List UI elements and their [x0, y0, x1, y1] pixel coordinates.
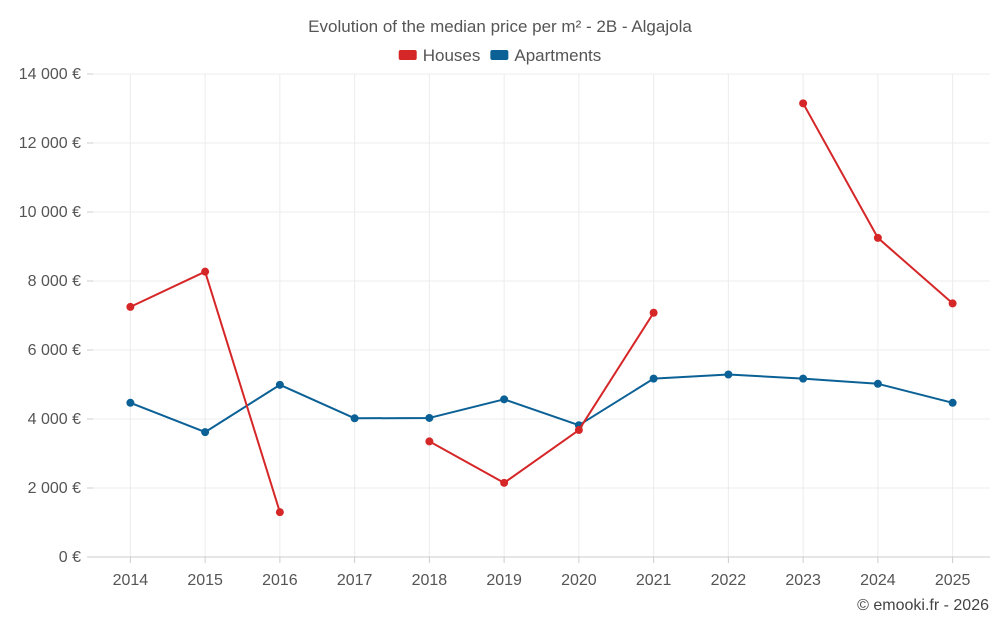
- y-tick-label: 4 000 €: [28, 411, 81, 428]
- legend-item-apartments[interactable]: Apartments: [490, 46, 601, 65]
- data-point-apartments: [724, 370, 733, 379]
- y-gridlines: [93, 73, 990, 489]
- data-point-houses: [126, 302, 135, 311]
- y-tick-label: 12 000 €: [19, 135, 81, 152]
- legend: Houses Apartments: [398, 46, 601, 65]
- y-tick-label: 8 000 €: [28, 273, 81, 290]
- data-point-houses: [649, 308, 658, 317]
- data-point-apartments: [873, 379, 882, 388]
- x-tick-label: 2020: [561, 572, 597, 589]
- data-point-apartments: [799, 374, 808, 383]
- y-axis-ticks: 0 € 2 000 € 4 000 € 6 000 € 8 000 € 10 000 € 1…: [19, 66, 93, 566]
- chart-title: Evolution of the median price per m² - 2…: [308, 17, 692, 36]
- x-tick-label: 2015: [187, 572, 223, 589]
- data-point-apartments: [275, 380, 284, 389]
- data-point-apartments: [500, 395, 509, 404]
- x-tick-label: 2018: [412, 572, 448, 589]
- data-point-apartments: [649, 374, 658, 383]
- data-point-apartments: [201, 428, 210, 437]
- x-tick-label: 2023: [785, 572, 821, 589]
- y-tick-label: 10 000 €: [19, 204, 81, 221]
- x-tick-label: 2025: [935, 572, 971, 589]
- x-tick-label: 2021: [636, 572, 672, 589]
- x-tick-label: 2016: [262, 572, 298, 589]
- series-apartments: [126, 370, 957, 437]
- data-point-houses: [275, 508, 284, 517]
- x-tick-label: 2017: [337, 572, 373, 589]
- data-point-houses: [873, 233, 882, 242]
- data-point-houses: [574, 426, 583, 435]
- x-tick-label: 2024: [860, 572, 896, 589]
- y-tick-label: 0 €: [59, 549, 81, 566]
- legend-swatch: [490, 50, 509, 60]
- series-houses: [126, 99, 957, 517]
- data-point-apartments: [948, 398, 957, 407]
- data-point-houses: [948, 299, 957, 308]
- legend-label: Apartments: [514, 46, 601, 65]
- data-point-apartments: [126, 398, 135, 407]
- series-layer: [126, 99, 957, 517]
- data-point-houses: [500, 478, 509, 487]
- data-point-houses: [799, 99, 808, 108]
- data-point-houses: [425, 437, 434, 446]
- x-tick-label: 2014: [113, 572, 149, 589]
- x-tick-label: 2022: [711, 572, 747, 589]
- y-tick-label: 14 000 €: [19, 66, 81, 83]
- legend-item-houses[interactable]: Houses: [398, 46, 481, 65]
- series-line-houses: [428, 312, 655, 484]
- data-point-houses: [201, 267, 210, 276]
- legend-label: Houses: [423, 46, 481, 65]
- x-axis-ticks: 2014 2015 2016 2017 2018 2019 2020 2021 2022 2023…: [113, 557, 971, 589]
- series-line-apartments: [130, 373, 953, 434]
- x-gridlines: [129, 74, 954, 557]
- legend-swatch: [398, 50, 417, 60]
- data-point-apartments: [350, 414, 359, 423]
- credit-text: © emooki.fr - 2026: [857, 597, 989, 614]
- y-tick-label: 6 000 €: [28, 342, 81, 359]
- data-point-apartments: [425, 413, 434, 422]
- y-tick-label: 2 000 €: [28, 480, 81, 497]
- x-tick-label: 2019: [486, 572, 522, 589]
